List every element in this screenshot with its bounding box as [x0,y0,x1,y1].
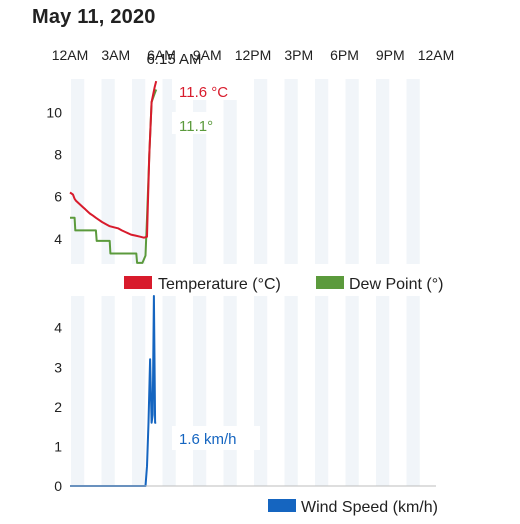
x-tick-label: 12AM [418,47,455,63]
top-hour-band [132,79,146,264]
bottom-hour-band [162,296,176,486]
bottom-hour-band [101,296,115,486]
top-hour-band [101,79,115,264]
top-hour-band [223,79,237,264]
top-plot-background [71,79,420,264]
bottom-y-axis-ticks: 0 1 2 3 4 [54,320,62,494]
bottom-hour-band [284,296,298,486]
temperature-legend-label[interactable]: Temperature (°C) [158,276,281,293]
top-hour-band [162,79,176,264]
bottom-y-tick-label: 0 [54,478,62,494]
dew-point-tooltip: 11.1° [179,118,213,135]
dew-point-legend-swatch [316,276,344,289]
wind-speed-tooltip-bg [172,426,260,450]
x-tick-label: 3AM [101,47,130,63]
top-hour-band [193,79,207,264]
bottom-hour-band [71,296,85,486]
date-title: May 11, 2020 [32,6,156,28]
x-tick-label: 3PM [284,47,313,63]
temperature-tooltip: 11.6 °C [179,84,228,101]
x-tick-label: 12AM [52,47,89,63]
dew-point-legend-label[interactable]: Dew Point (°) [349,276,443,293]
top-hour-band [406,79,420,264]
wind-speed-line [70,295,157,487]
top-hour-band [315,79,329,264]
bottom-hour-band [406,296,420,486]
bottom-hour-band [376,296,390,486]
bottom-hour-band [315,296,329,486]
top-y-axis-ticks: 4 6 8 10 [46,105,62,247]
wind-speed-tooltip: 1.6 km/h [179,431,237,448]
x-tick-label: 9AM [193,47,222,63]
bottom-hour-band [193,296,207,486]
cursor-time-label: 6:15 AM [146,51,201,68]
x-tick-label: 12PM [235,47,272,63]
top-y-tick-label: 10 [46,105,62,121]
top-hour-band [376,79,390,264]
temperature-line [69,80,158,239]
wind-speed-legend-swatch [268,499,296,512]
top-y-tick-label: 4 [54,231,62,247]
bottom-plot-background [71,296,420,486]
bottom-y-tick-label: 2 [54,399,62,415]
bottom-y-tick-label: 1 [54,438,62,454]
bottom-y-tick-label: 3 [54,359,62,375]
temperature-legend-swatch [124,276,152,289]
dew-point-tooltip-bg [172,112,222,134]
top-y-tick-label: 8 [54,147,62,163]
temperature-tooltip-bg [172,78,242,100]
wind-speed-legend-label[interactable]: Wind Speed (km/h) [301,499,438,516]
top-hour-band [254,79,268,264]
top-hour-band [345,79,359,264]
bottom-y-tick-label: 4 [54,320,62,336]
x-tick-label: 6PM [330,47,359,63]
bottom-hour-band [254,296,268,486]
x-tick-label: 9PM [376,47,405,63]
bottom-hour-band [132,296,146,486]
top-hour-band [71,79,85,264]
x-tick-label: 6AM [147,47,176,63]
x-axis-ticks: 12AM 3AM 6AM 9AM 12PM 3PM 6PM 9PM 12AM [52,47,455,63]
bottom-hour-band [223,296,237,486]
top-hour-band [284,79,298,264]
top-y-tick-label: 6 [54,189,62,205]
bottom-hour-band [345,296,359,486]
series-layer [69,80,158,487]
